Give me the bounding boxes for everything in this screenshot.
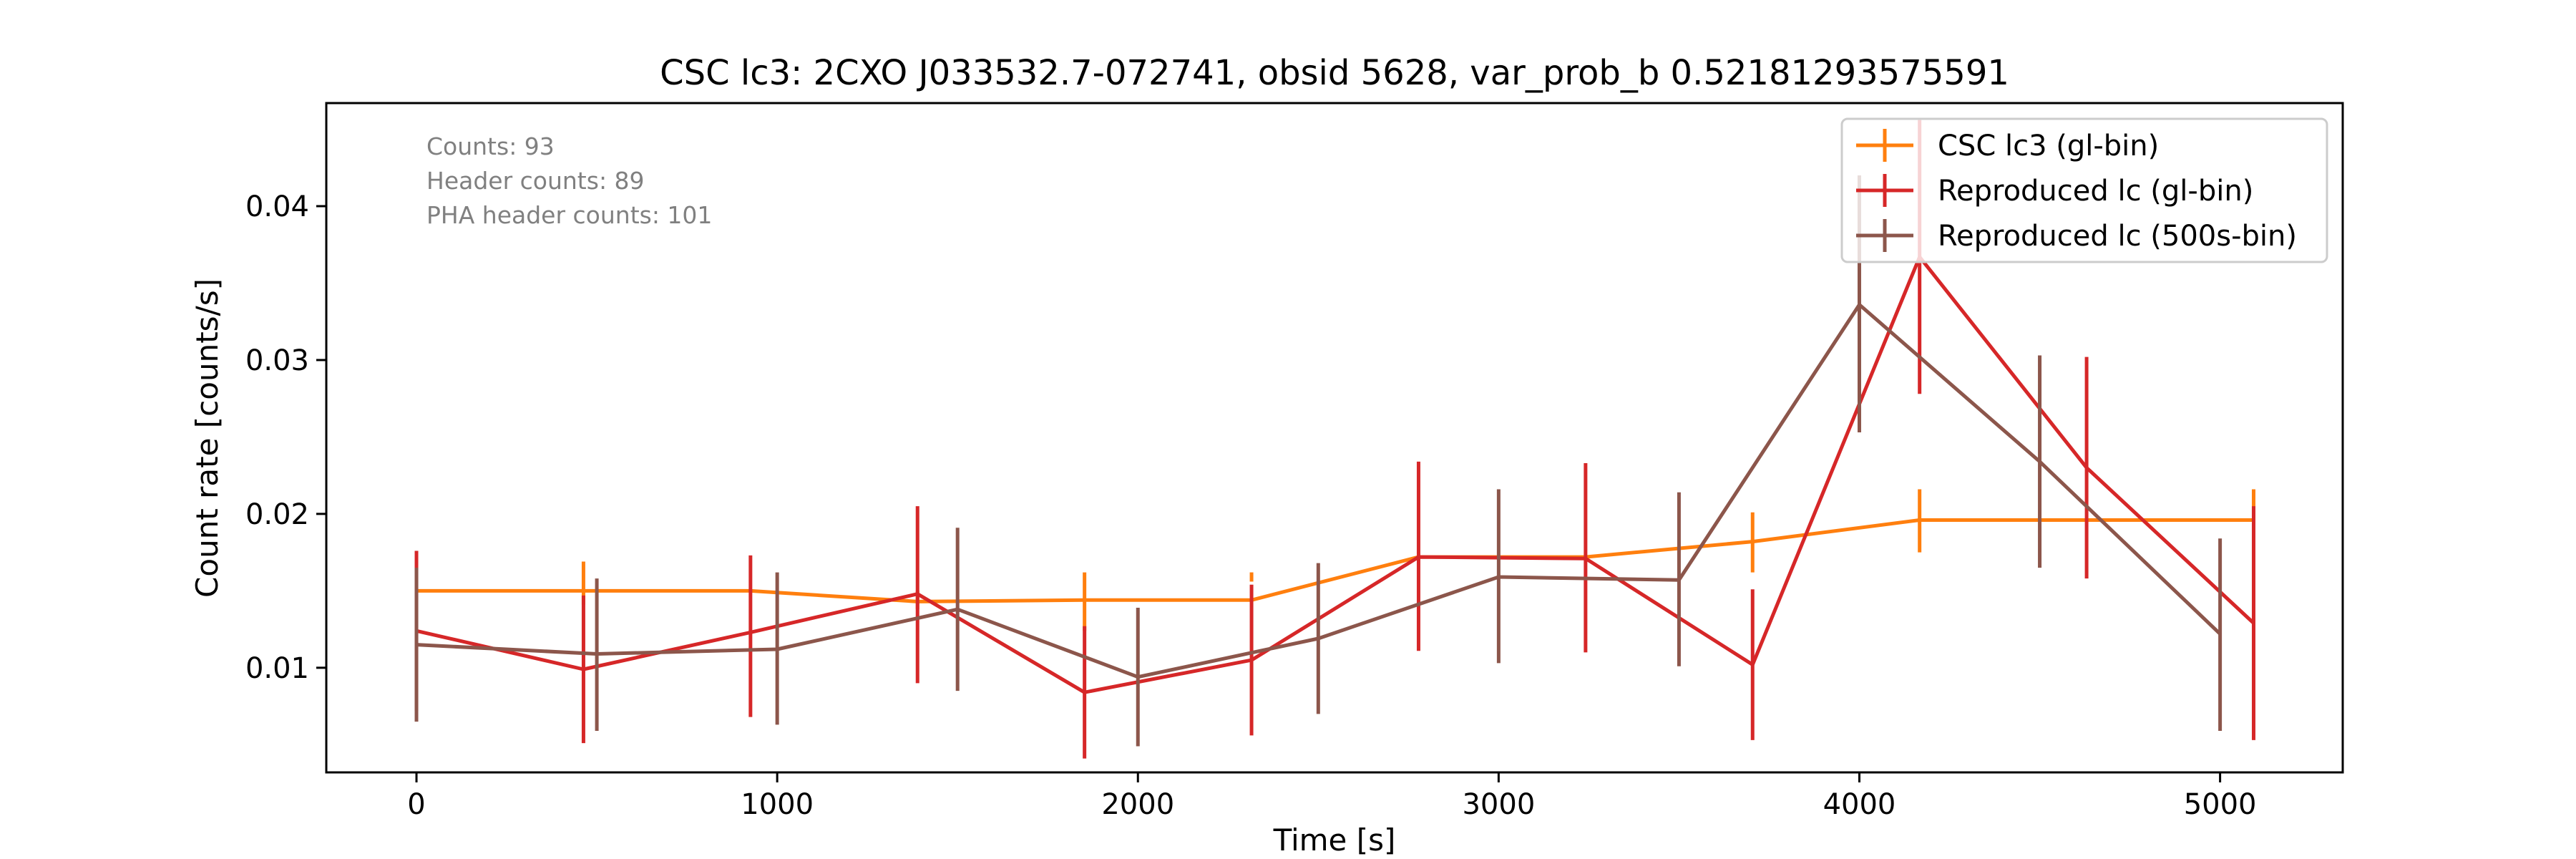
legend-entry-reproduced-500s-bin: Reproduced lc (500s-bin) [1856, 219, 2297, 253]
plot-frame [325, 102, 2344, 774]
x-tick-label: 3000 [1462, 788, 1535, 821]
y-tick-label: 0.02 [245, 498, 309, 531]
y-tick-label: 0.03 [245, 344, 309, 377]
tick-layer: 0 1000 2000 3000 4000 5000 0.01 0.02 0.03 0.04 [245, 190, 2257, 821]
chart-title: CSC lc3: 2CXO J033532.7-072741, obsid 56… [660, 53, 2009, 93]
x-tick-label: 5000 [2184, 788, 2257, 821]
series-line-reproduced-lc-gl-bin [416, 255, 2255, 694]
annotation-counts: Counts: 93 [426, 132, 555, 160]
series-reproduced-lc-500s-bin [414, 175, 2223, 747]
x-tick-label: 1000 [741, 788, 814, 821]
legend-box [1840, 117, 2328, 263]
y-axis-title: Count rate [counts/s] [190, 278, 225, 598]
y-tick-label: 0.04 [245, 190, 309, 223]
legend: CSC lc3 (gl-bin) Reproduced lc (gl-bin) … [1840, 117, 2328, 263]
legend-label-csc-lc3: CSC lc3 (gl-bin) [1938, 130, 2159, 162]
x-tick-label: 2000 [1101, 788, 1174, 821]
legend-entry-reproduced-gl-bin: Reproduced lc (gl-bin) [1856, 174, 2253, 208]
legend-label-reproduced-gl-bin: Reproduced lc (gl-bin) [1938, 175, 2253, 208]
x-tick-label: 0 [407, 788, 425, 821]
x-tick-label: 4000 [1823, 788, 1896, 821]
annotation-header-counts: Header counts: 89 [426, 167, 645, 195]
series-line-csc-lc3-gl-bin [416, 518, 2254, 603]
annotation-pha-header-counts: PHA header counts: 101 [426, 201, 712, 229]
x-axis-title: Time [s] [1273, 822, 1396, 858]
y-tick-label: 0.01 [245, 652, 309, 685]
annotation-block: Counts: 93 Header counts: 89 PHA header … [426, 132, 712, 229]
legend-label-reproduced-500s-bin: Reproduced lc (500s-bin) [1938, 220, 2297, 253]
legend-entry-csc-lc3: CSC lc3 (gl-bin) [1856, 129, 2159, 162]
